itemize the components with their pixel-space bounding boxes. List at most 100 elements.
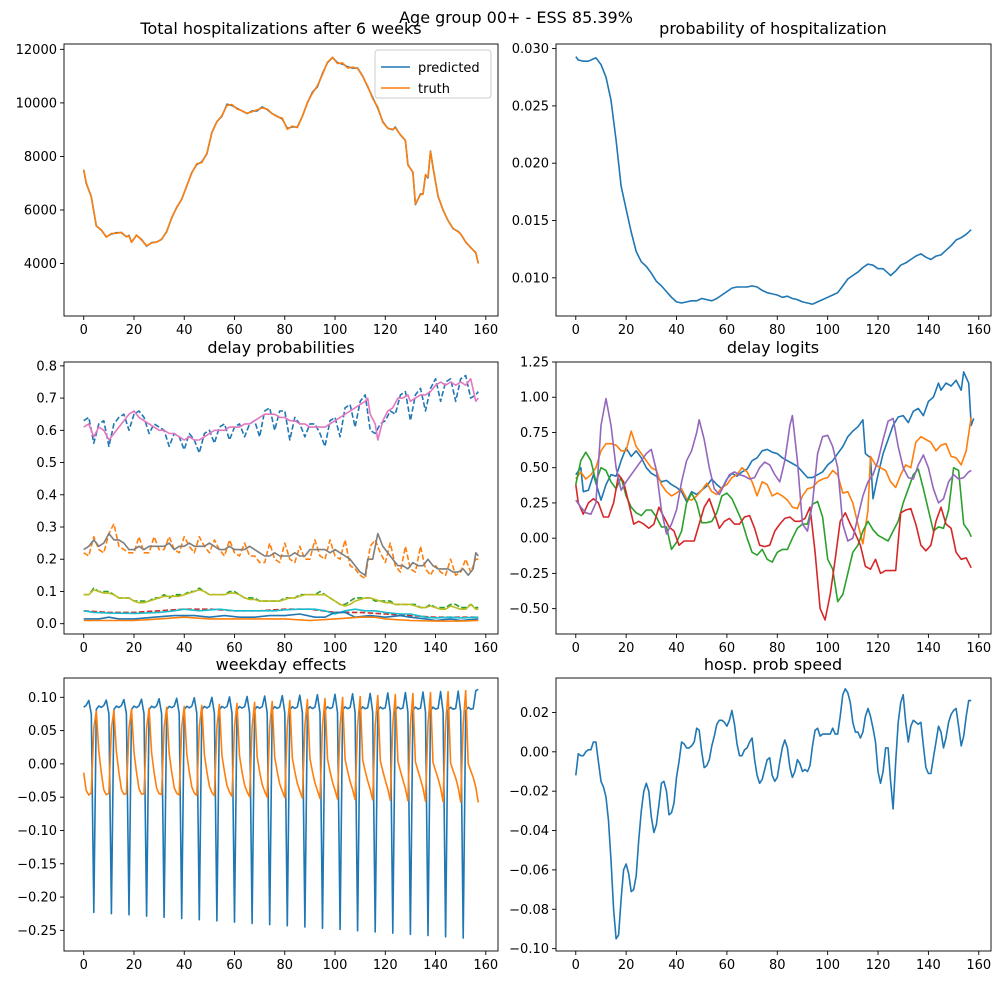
x-tick-label: 60 xyxy=(226,958,243,973)
axes-weekday-effects: weekday effects 0 20 40 60 80 100 120 140 160 −0.… xyxy=(17,655,499,973)
y-tick-label: 0.025 xyxy=(512,99,549,114)
x-tick-label: 160 xyxy=(966,958,991,973)
line-delay-1-observed xyxy=(83,523,479,580)
y-tick-label: 0.50 xyxy=(520,461,549,476)
x-tick-label: 0 xyxy=(80,958,88,973)
x-tick-label: 140 xyxy=(423,641,448,656)
x-tick-label: 140 xyxy=(916,958,941,973)
line-delay-0-model xyxy=(83,378,479,441)
line-truth xyxy=(82,56,480,264)
y-tick-label: 0.3 xyxy=(36,521,57,536)
x-tick-label: 100 xyxy=(323,641,348,656)
axes-title: delay probabilities xyxy=(207,338,354,357)
x-tick-label: 120 xyxy=(866,641,891,656)
x-tick-label: 120 xyxy=(373,641,398,656)
series-group xyxy=(82,56,480,264)
line-logit-0 xyxy=(575,371,975,503)
y-tick-label: 0.25 xyxy=(520,496,549,511)
x-tick-label: 160 xyxy=(473,641,498,656)
x-tick-label: 0 xyxy=(572,958,580,973)
y-tick-label: 0.0 xyxy=(36,617,57,632)
line-weekday-1 xyxy=(82,689,480,803)
x-tick-label: 60 xyxy=(719,323,736,338)
figure-suptitle: Age group 00+ - ESS 85.39% xyxy=(399,8,633,27)
y-tick-label: 6000 xyxy=(24,203,57,218)
y-tick-label: 12000 xyxy=(16,43,57,58)
x-tick-label: 80 xyxy=(769,323,786,338)
x-tick-label: 160 xyxy=(966,641,991,656)
x-tick-label: 120 xyxy=(866,958,891,973)
x-tick-label: 20 xyxy=(618,641,635,656)
series-group xyxy=(83,374,479,622)
x-tick-label: 140 xyxy=(916,323,941,338)
line-logit-1 xyxy=(575,416,972,545)
y-tick-label: −0.10 xyxy=(17,824,57,839)
y-tick-label: 0.4 xyxy=(36,488,57,503)
y-tick-label: 1.00 xyxy=(520,391,549,406)
legend-box xyxy=(374,49,492,99)
y-tick-label: 0.020 xyxy=(512,157,549,172)
line-delay-1-model xyxy=(83,532,479,577)
legend-label-predicted: predicted xyxy=(418,61,480,76)
y-tick-label: −0.15 xyxy=(17,857,57,872)
axes-title: Total hospitalizations after 6 weeks xyxy=(139,19,421,38)
x-tick-label: 120 xyxy=(373,323,398,338)
series-group xyxy=(575,56,972,305)
y-tick-label: 1.25 xyxy=(520,356,549,371)
y-tick-label: −0.50 xyxy=(509,602,549,617)
axes-frame xyxy=(555,677,992,952)
x-tick-label: 160 xyxy=(966,323,991,338)
y-tick-label: 0.6 xyxy=(36,424,57,439)
x-tick-label: 0 xyxy=(572,323,580,338)
x-tick-label: 0 xyxy=(80,323,88,338)
axes-delay-probabilities: delay probabilities 0 20 40 60 80 100 120 140 16… xyxy=(36,338,499,656)
y-tick-label: 0.75 xyxy=(520,426,549,441)
y-tick-label: 0.1 xyxy=(36,585,57,600)
x-tick-label: 140 xyxy=(916,641,941,656)
legend: predicted truth xyxy=(374,49,492,99)
x-tick-label: 40 xyxy=(176,323,193,338)
axes-title: weekday effects xyxy=(216,655,347,674)
x-tick-label: 0 xyxy=(572,641,580,656)
axes-delay-logits: delay logits 0 20 40 60 80 100 120 140 160 −0.50 −… xyxy=(509,338,992,656)
y-tick-label: −0.02 xyxy=(509,785,549,800)
x-tick-label: 140 xyxy=(423,958,448,973)
axes-total-hospitalizations: Total hospitalizations after 6 weeks 0 20… xyxy=(16,19,499,338)
line-logit-2 xyxy=(575,451,972,603)
x-tick-label: 40 xyxy=(668,641,685,656)
x-tick-label: 100 xyxy=(815,641,840,656)
line-hosp-prob xyxy=(575,56,972,305)
x-tick-label: 160 xyxy=(473,323,498,338)
line-delay-2-model xyxy=(83,589,479,610)
x-tick-label: 40 xyxy=(668,958,685,973)
x-tick-label: 0 xyxy=(80,641,88,656)
y-tick-label: −0.05 xyxy=(17,791,57,806)
y-tick-label: 4000 xyxy=(24,257,57,272)
x-tick-label: 20 xyxy=(126,323,143,338)
x-tick-label: 120 xyxy=(373,958,398,973)
y-tick-label: −0.20 xyxy=(17,891,57,906)
y-tick-label: −0.25 xyxy=(17,924,57,939)
axes-title: probability of hospitalization xyxy=(659,19,887,38)
x-tick-label: 80 xyxy=(276,323,293,338)
series-group xyxy=(82,688,480,939)
y-tick-label: 0.02 xyxy=(520,706,549,721)
y-tick-label: −0.08 xyxy=(509,903,549,918)
y-tick-label: 0.05 xyxy=(28,724,57,739)
x-tick-label: 100 xyxy=(815,958,840,973)
axes-frame xyxy=(63,677,499,952)
y-tick-label: 0.8 xyxy=(36,359,57,374)
y-tick-label: 0.5 xyxy=(36,456,57,471)
x-tick-label: 80 xyxy=(276,641,293,656)
line-speed xyxy=(575,688,972,940)
line-logit-4 xyxy=(575,397,972,542)
axes-title: hosp. prob speed xyxy=(704,655,842,674)
series-group xyxy=(575,371,975,621)
axes-hosp-prob-speed: hosp. prob speed 0 20 40 60 80 100 120 140 160 −0… xyxy=(509,655,992,973)
line-delay-4-observed xyxy=(83,611,479,622)
y-tick-label: 0.010 xyxy=(512,271,549,286)
axes-frame xyxy=(555,361,992,635)
x-tick-label: 80 xyxy=(769,958,786,973)
